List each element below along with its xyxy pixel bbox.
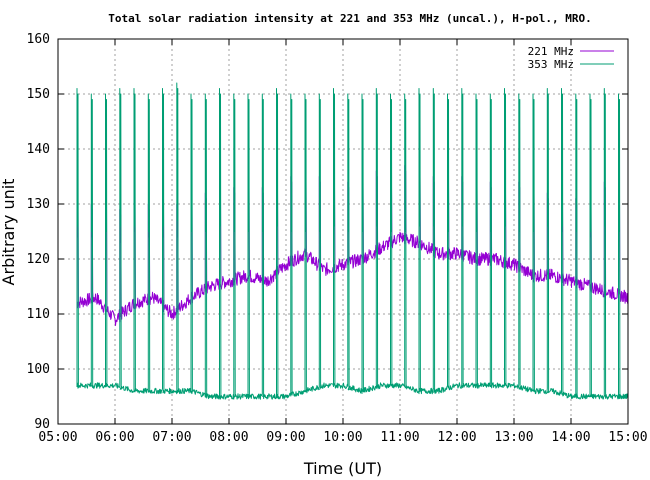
x-tick-label: 12:00 [437,430,476,445]
x-tick-label: 11:00 [380,430,419,445]
y-tick-label: 120 [27,252,50,267]
x-tick-label: 05:00 [38,430,77,445]
plot-frame [57,38,629,425]
series-line-221-mhz [76,165,629,326]
x-tick-label: 06:00 [95,430,134,445]
x-tick-label: 08:00 [209,430,248,445]
y-tick-label: 160 [27,32,50,47]
legend-label-221: 221 MHz [528,45,574,58]
x-tick-label: 07:00 [152,430,191,445]
y-tick-label: 100 [27,362,50,377]
y-axis-label: Arbitrary unit [0,179,18,286]
x-tick-label: 13:00 [494,430,533,445]
y-tick-label: 140 [27,142,50,157]
legend: 221 MHz 353 MHz [528,45,614,71]
x-tick-label: 10:00 [323,430,362,445]
series-line-353-mhz [76,82,628,400]
y-tick-label: 130 [27,197,50,212]
axis-ticks: 05:00 06:00 07:00 08:00 09:00 10:00 11:00 12:00… [27,32,648,445]
y-tick-label: 110 [27,307,50,322]
x-axis-label: Time (UT) [303,459,382,478]
chart-title: Total solar radiation intensity at 221 a… [108,12,591,25]
x-tick-label: 09:00 [266,430,305,445]
y-tick-label: 90 [34,417,50,432]
x-tick-label: 15:00 [608,430,647,445]
grid-lines [58,39,628,424]
x-tick-label: 14:00 [551,430,590,445]
y-tick-label: 150 [27,87,50,102]
plot-series [76,82,629,400]
legend-label-353: 353 MHz [528,58,574,71]
